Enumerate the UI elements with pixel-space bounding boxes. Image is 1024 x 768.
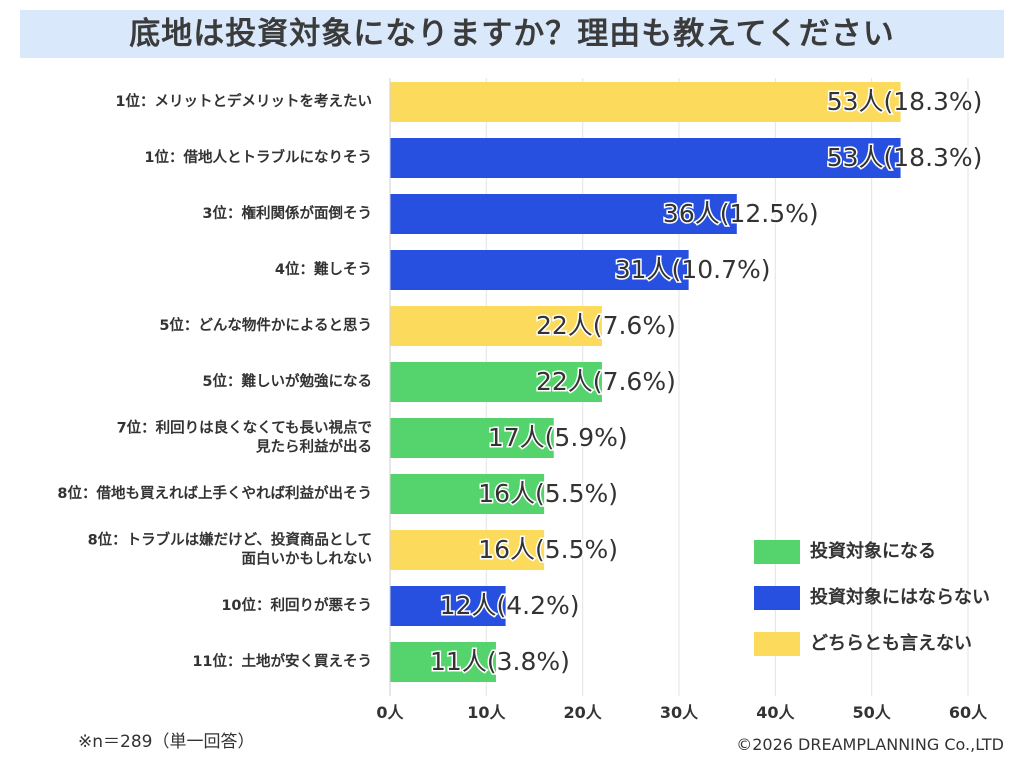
category-label: 10位：利回りが悪そう bbox=[221, 596, 372, 614]
bar bbox=[390, 474, 545, 514]
data-label: 12人(4.2%) bbox=[440, 591, 580, 620]
x-tick-label: 20人 bbox=[564, 703, 603, 722]
page-title: 底地は投資対象になりますか？理由も教えてください bbox=[129, 16, 895, 52]
x-tick-label: 10人 bbox=[467, 703, 506, 722]
x-tick-label: 30人 bbox=[660, 703, 699, 722]
bar bbox=[390, 362, 602, 402]
category-label: 見たら利益が出る bbox=[255, 438, 372, 456]
title-band: 底地は投資対象になりますか？理由も教えてください bbox=[20, 10, 1004, 58]
legend-label-yes: 投資対象になる bbox=[810, 541, 936, 562]
bar bbox=[390, 418, 554, 458]
x-tick-label: 0人 bbox=[376, 703, 404, 722]
x-tick-label: 50人 bbox=[853, 703, 892, 722]
category-label: 7位：利回りは良くなくても長い視点で bbox=[117, 419, 372, 437]
category-label: 11位：土地が安く買えそう bbox=[192, 652, 372, 670]
data-label: 16人(5.5%) bbox=[478, 479, 618, 508]
data-label: 11人(3.8%) bbox=[430, 647, 570, 676]
category-label: 8位：トラブルは嫌だけど、投資商品として bbox=[88, 531, 372, 549]
category-label: 面白いかもしれない bbox=[242, 550, 373, 568]
footnote: ※n＝289（単一回答） bbox=[78, 732, 255, 752]
category-label: 5位：難しいが勉強になる bbox=[202, 372, 372, 390]
legend-swatch-yes bbox=[754, 540, 800, 564]
data-label: 31人(10.7%) bbox=[615, 255, 771, 284]
data-label: 36人(12.5%) bbox=[663, 199, 819, 228]
bar bbox=[390, 530, 545, 570]
bar bbox=[390, 642, 496, 682]
category-label: 1位：メリットとデメリットを考えたい bbox=[115, 92, 372, 110]
data-label: 22人(7.6%) bbox=[536, 367, 676, 396]
x-tick-label: 60人 bbox=[949, 703, 988, 722]
data-label: 16人(5.5%) bbox=[478, 535, 618, 564]
data-label: 53人(18.3%) bbox=[827, 143, 983, 172]
bar bbox=[390, 250, 689, 290]
legend-label-neutral: どちらとも言えない bbox=[810, 633, 972, 654]
category-label: 8位：借地も買えれば上手くやれば利益が出そう bbox=[57, 484, 372, 502]
bar bbox=[390, 194, 737, 234]
legend-label-no: 投資対象にはならない bbox=[810, 587, 990, 608]
category-label: 4位：難しそう bbox=[275, 260, 372, 278]
data-label: 53人(18.3%) bbox=[827, 87, 983, 116]
bar bbox=[390, 138, 901, 178]
x-tick-label: 40人 bbox=[756, 703, 795, 722]
copyright: ©2026 DREAMPLANNING Co.,LTD bbox=[736, 735, 1004, 754]
legend-swatch-neutral bbox=[754, 632, 800, 656]
category-label: 1位：借地人とトラブルになりそう bbox=[144, 148, 372, 166]
bar bbox=[390, 586, 506, 626]
bar bbox=[390, 82, 901, 122]
bar bbox=[390, 306, 602, 346]
legend-swatch-no bbox=[754, 586, 800, 610]
data-label: 17人(5.9%) bbox=[488, 423, 628, 452]
category-label: 5位：どんな物件かによると思う bbox=[159, 316, 372, 334]
category-label: 3位：権利関係が面倒そう bbox=[202, 204, 372, 222]
data-label: 22人(7.6%) bbox=[536, 311, 676, 340]
